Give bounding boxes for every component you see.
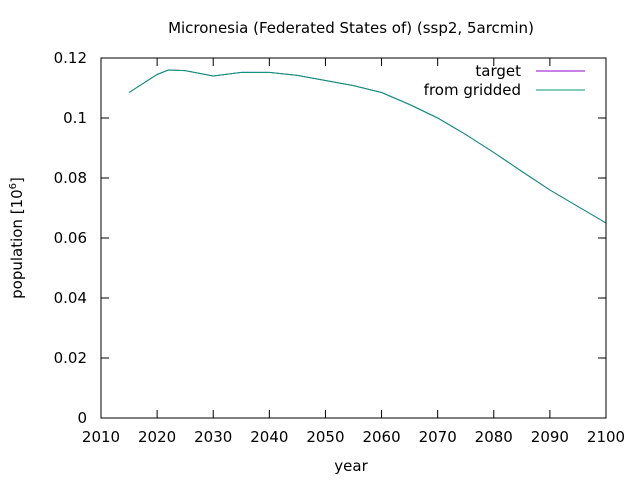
y-tick-label: 0.06	[54, 229, 87, 247]
series-layer	[128, 69, 607, 224]
x-tick-label: 2010	[82, 428, 120, 446]
y-tick-label: 0.12	[54, 49, 87, 67]
x-tick-label: 2060	[362, 428, 400, 446]
y-axis-label-exponent: 6	[8, 183, 19, 189]
y-tick-label: 0.02	[54, 349, 87, 367]
y-axis-label-main: population [10	[8, 189, 26, 299]
x-tick-label: 2100	[587, 428, 625, 446]
x-tick-label: 2050	[306, 428, 344, 446]
x-tick-label: 2070	[419, 428, 457, 446]
x-tick-label: 2080	[475, 428, 513, 446]
legend-label-target: target	[475, 62, 521, 80]
y-tick-label: 0.04	[54, 289, 87, 307]
x-tick-label: 2030	[194, 428, 232, 446]
series-line-target	[128, 69, 607, 224]
x-tick-label: 2090	[531, 428, 569, 446]
series-line-from-gridded	[128, 69, 607, 224]
y-tick-label: 0	[77, 409, 87, 427]
y-tick-label: 0.08	[54, 169, 87, 187]
plot-frame	[100, 57, 607, 419]
x-tick-label: 2020	[138, 428, 176, 446]
x-axis-label: year	[334, 457, 368, 475]
legend-label-from-gridded: from gridded	[424, 81, 521, 99]
y-axis-label: population [106]	[8, 177, 26, 299]
x-tick-label: 2040	[250, 428, 288, 446]
y-axis-label-close: ]	[8, 177, 26, 183]
legend: target from gridded	[424, 62, 585, 99]
axis-ticks: 2010 2020 2030 2040 2050 2060 2070 2080 2090 2100…	[54, 49, 626, 446]
y-tick-label: 0.1	[63, 109, 87, 127]
chart-title: Micronesia (Federated States of) (ssp2, …	[168, 19, 534, 37]
